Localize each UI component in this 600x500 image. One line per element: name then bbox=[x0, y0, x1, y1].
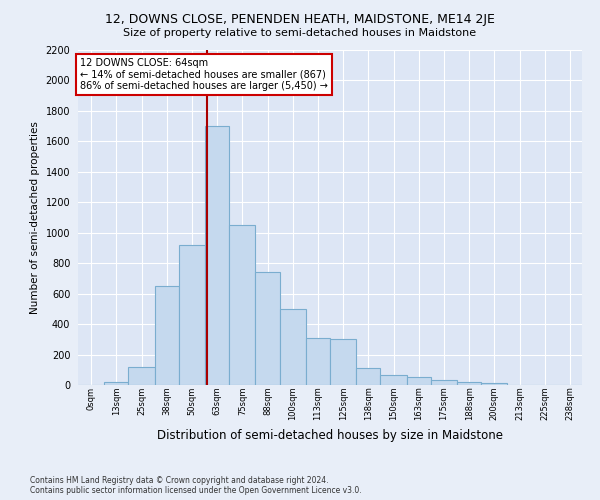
Text: 12 DOWNS CLOSE: 64sqm
← 14% of semi-detached houses are smaller (867)
86% of sem: 12 DOWNS CLOSE: 64sqm ← 14% of semi-deta… bbox=[80, 58, 328, 91]
Bar bbox=[407, 378, 431, 385]
Text: 12, DOWNS CLOSE, PENENDEN HEATH, MAIDSTONE, ME14 2JE: 12, DOWNS CLOSE, PENENDEN HEATH, MAIDSTO… bbox=[105, 12, 495, 26]
Bar bbox=[205, 126, 229, 385]
Bar bbox=[431, 380, 457, 385]
Text: Contains HM Land Registry data © Crown copyright and database right 2024.
Contai: Contains HM Land Registry data © Crown c… bbox=[30, 476, 362, 495]
Bar bbox=[457, 382, 481, 385]
Bar bbox=[104, 382, 128, 385]
Bar bbox=[356, 368, 380, 385]
Bar bbox=[380, 375, 407, 385]
Bar bbox=[155, 286, 179, 385]
Bar bbox=[128, 366, 155, 385]
Bar bbox=[280, 309, 306, 385]
Y-axis label: Number of semi-detached properties: Number of semi-detached properties bbox=[30, 121, 40, 314]
Bar bbox=[306, 338, 330, 385]
Bar bbox=[256, 272, 280, 385]
Bar bbox=[481, 384, 508, 385]
Text: Size of property relative to semi-detached houses in Maidstone: Size of property relative to semi-detach… bbox=[124, 28, 476, 38]
Bar bbox=[229, 225, 256, 385]
X-axis label: Distribution of semi-detached houses by size in Maidstone: Distribution of semi-detached houses by … bbox=[157, 428, 503, 442]
Bar bbox=[179, 245, 205, 385]
Bar bbox=[330, 338, 356, 385]
